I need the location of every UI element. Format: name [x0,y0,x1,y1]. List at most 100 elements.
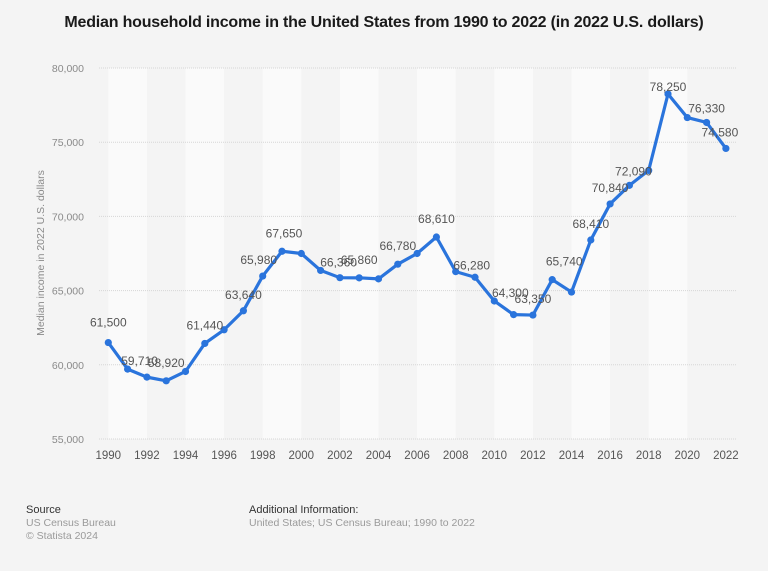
data-label: 66,360 [320,255,357,269]
data-label: 76,330 [688,101,725,115]
data-point[interactable] [645,166,653,174]
background-bands [108,68,688,439]
data-point[interactable] [201,339,209,348]
source-heading: Source [26,504,61,516]
y-tick-label: 70,000 [52,211,84,223]
data-point[interactable] [336,274,344,282]
background-band [648,68,688,439]
y-tick-label: 55,000 [52,434,84,446]
x-tick-label: 1994 [173,450,199,462]
data-label: 58,920 [148,356,185,370]
data-label: 66,780 [379,239,416,253]
data-label: 61,500 [90,316,127,330]
data-point[interactable] [509,311,518,319]
x-tick-label: 2020 [675,450,701,462]
data-point[interactable] [722,144,730,153]
data-point[interactable] [529,311,537,319]
data-point[interactable] [703,118,711,127]
x-tick-label: 2010 [482,450,508,462]
x-axis-ticks: 1990 1992 1994 1996 1998 2000 2002 2004 2006 2008… [96,450,739,462]
data-label: 65,980 [240,253,277,267]
y-tick-label: 60,000 [52,360,84,372]
data-point[interactable] [374,275,383,283]
data-point[interactable] [471,273,479,281]
data-label: 61,440 [186,318,223,332]
additional-info-text: United States; US Census Bureau; 1990 to… [249,517,475,529]
data-point[interactable] [625,181,634,189]
background-band [185,68,225,439]
data-label: 65,860 [341,253,378,267]
data-label: 72,090 [615,164,652,178]
data-point[interactable] [567,288,576,296]
data-point[interactable] [394,260,402,268]
additional-info-heading: Additional Information: [249,504,359,516]
x-tick-label: 1990 [96,450,122,462]
data-label: 63,350 [515,292,552,306]
data-label: 65,740 [546,255,583,269]
data-label: 68,610 [418,212,455,226]
source-block: Source US Census Bureau © Statista 2024 [26,504,116,543]
additional-info-block: Additional Information: United States; U… [249,504,475,530]
data-point[interactable] [664,90,672,98]
data-label: 64,300 [492,286,529,300]
background-band [339,68,379,439]
x-tick-label: 2012 [520,450,546,462]
data-point[interactable] [587,236,595,244]
data-point[interactable] [181,367,190,376]
data-point[interactable] [124,365,132,373]
y-tick-label: 75,000 [52,137,84,149]
data-point[interactable] [278,247,286,255]
x-tick-label: 1998 [250,450,276,462]
data-point[interactable] [104,338,112,347]
x-tick-label: 2018 [636,450,662,462]
x-tick-label: 1992 [134,450,160,462]
data-point[interactable] [220,326,228,334]
x-tick-label: 2006 [404,450,430,462]
data-point[interactable] [490,297,498,305]
data-point[interactable] [606,200,614,208]
x-tick-label: 2008 [443,450,469,462]
data-label: 74,580 [702,125,739,139]
chart-title: Median household income in the United St… [64,14,704,31]
x-tick-label: 2000 [289,450,315,462]
source-name[interactable]: US Census Bureau [26,517,116,529]
data-label: 59,710 [121,354,158,368]
data-point[interactable] [548,276,556,284]
y-axis-ticks: 55,000 60,000 65,000 70,000 75,000 80,000 [52,63,84,446]
data-point[interactable] [432,233,440,241]
data-point[interactable] [355,274,363,282]
data-point[interactable] [162,377,170,385]
background-band [571,68,611,439]
data-point[interactable] [143,373,151,381]
data-point[interactable] [297,249,305,258]
y-tick-label: 80,000 [52,63,84,75]
data-label: 66,280 [453,259,490,273]
x-tick-label: 2016 [597,450,623,462]
data-label: 70,840 [592,181,629,195]
data-point[interactable] [683,113,691,122]
data-point[interactable] [239,307,247,315]
x-tick-label: 2022 [713,450,739,462]
y-tick-label: 65,000 [52,286,84,298]
x-tick-label: 1996 [211,450,237,462]
data-label: 67,650 [266,226,303,240]
data-point[interactable] [317,266,325,275]
background-band [108,68,147,439]
series-income [104,90,730,385]
data-label: 63,640 [225,288,262,302]
background-band [417,68,456,439]
data-label: 68,410 [572,217,609,231]
x-tick-label: 2002 [327,450,353,462]
data-label: 78,250 [650,80,687,94]
line-chart: 55,000 60,000 65,000 70,000 75,000 80,000 199… [35,63,739,462]
x-tick-label: 2014 [559,450,585,462]
copyright: © Statista 2024 [26,530,98,542]
data-point[interactable] [413,249,421,258]
background-band [494,68,533,439]
data-point[interactable] [259,272,267,280]
data-point[interactable] [452,268,460,276]
x-tick-label: 2004 [366,450,392,462]
y-axis-label: Median income in 2022 U.S. dollars [35,170,47,336]
gridlines [99,67,737,440]
